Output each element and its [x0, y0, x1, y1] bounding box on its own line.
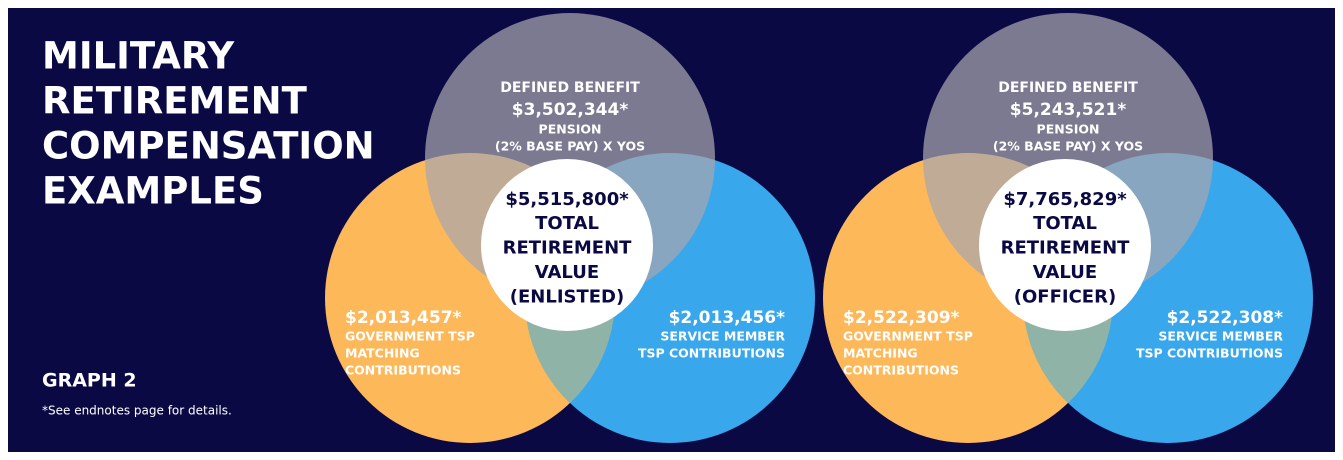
center-circle: [481, 159, 653, 331]
graph-label: GRAPH 2: [42, 370, 137, 392]
right-line: TSP CONTRIBUTIONS: [1136, 346, 1283, 361]
right-line: SERVICE MEMBER: [1158, 329, 1283, 344]
top-line: (2% BASE PAY) X YOS: [495, 139, 645, 154]
left-line: CONTRIBUTIONS: [345, 363, 461, 378]
top-line: PENSION: [1037, 122, 1100, 137]
right-line: TSP CONTRIBUTIONS: [638, 346, 785, 361]
title-line: RETIREMENT: [42, 80, 308, 123]
top-heading: DEFINED BENEFIT: [998, 80, 1138, 96]
left-amount: $2,522,309*: [843, 308, 960, 328]
left-line: MATCHING: [843, 346, 918, 361]
title-line: COMPENSATION: [42, 125, 375, 168]
right-line: SERVICE MEMBER: [660, 329, 785, 344]
center-line: RETIREMENT: [503, 238, 633, 259]
top-line: PENSION: [539, 122, 602, 137]
center-line: TOTAL: [535, 213, 599, 234]
center-line: TOTAL: [1033, 213, 1097, 234]
center-line: VALUE: [535, 262, 599, 283]
center-line: RETIREMENT: [1001, 238, 1131, 259]
top-amount: $5,243,521*: [1010, 100, 1127, 120]
title-line: EXAMPLES: [42, 170, 264, 213]
center-amount: $7,765,829*: [1003, 189, 1127, 210]
left-line: MATCHING: [345, 346, 420, 361]
center-line: VALUE: [1033, 262, 1097, 283]
left-line: CONTRIBUTIONS: [843, 363, 959, 378]
top-line: (2% BASE PAY) X YOS: [993, 139, 1143, 154]
left-amount: $2,013,457*: [345, 308, 462, 328]
left-line: GOVERNMENT TSP: [345, 329, 475, 344]
center-line: (ENLISTED): [510, 287, 624, 308]
right-amount: $2,522,308*: [1167, 308, 1284, 328]
title-line: MILITARY: [42, 35, 235, 78]
right-amount: $2,013,456*: [669, 308, 786, 328]
left-line: GOVERNMENT TSP: [843, 329, 973, 344]
top-amount: $3,502,344*: [512, 100, 629, 120]
center-amount: $5,515,800*: [505, 189, 629, 210]
center-line: (OFFICER): [1014, 287, 1116, 308]
center-circle: [979, 159, 1151, 331]
top-heading: DEFINED BENEFIT: [500, 80, 640, 96]
note: *See endnotes page for details.: [42, 404, 232, 418]
